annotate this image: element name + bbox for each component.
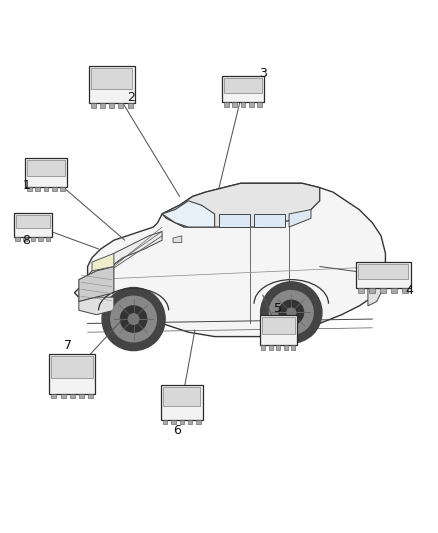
FancyBboxPatch shape <box>369 288 375 293</box>
FancyBboxPatch shape <box>225 78 262 93</box>
FancyBboxPatch shape <box>49 354 95 393</box>
Polygon shape <box>289 209 311 227</box>
FancyBboxPatch shape <box>259 314 297 345</box>
FancyBboxPatch shape <box>60 393 66 398</box>
Polygon shape <box>162 201 215 227</box>
FancyBboxPatch shape <box>31 237 35 241</box>
Circle shape <box>287 308 296 317</box>
FancyBboxPatch shape <box>44 187 48 191</box>
FancyBboxPatch shape <box>358 288 364 293</box>
FancyBboxPatch shape <box>100 103 105 108</box>
FancyBboxPatch shape <box>241 102 245 107</box>
Circle shape <box>111 296 156 342</box>
FancyBboxPatch shape <box>276 345 280 350</box>
Polygon shape <box>219 214 250 227</box>
Polygon shape <box>74 183 385 336</box>
Polygon shape <box>254 214 285 227</box>
Circle shape <box>269 290 313 334</box>
FancyBboxPatch shape <box>88 393 93 398</box>
FancyBboxPatch shape <box>23 237 27 241</box>
Polygon shape <box>162 183 320 227</box>
FancyBboxPatch shape <box>25 158 67 187</box>
FancyBboxPatch shape <box>291 345 295 350</box>
FancyBboxPatch shape <box>391 288 397 293</box>
FancyBboxPatch shape <box>51 393 57 398</box>
Circle shape <box>102 287 165 351</box>
Text: 7: 7 <box>64 339 72 352</box>
FancyBboxPatch shape <box>180 420 184 424</box>
Polygon shape <box>79 297 114 314</box>
FancyBboxPatch shape <box>52 356 93 378</box>
FancyBboxPatch shape <box>358 264 408 279</box>
Circle shape <box>120 306 147 332</box>
Polygon shape <box>368 271 385 306</box>
FancyBboxPatch shape <box>161 385 202 420</box>
Polygon shape <box>79 266 114 302</box>
FancyBboxPatch shape <box>27 187 32 191</box>
FancyBboxPatch shape <box>15 237 20 241</box>
FancyBboxPatch shape <box>88 66 135 103</box>
FancyBboxPatch shape <box>16 215 50 228</box>
FancyBboxPatch shape <box>163 387 201 406</box>
Text: 5: 5 <box>274 302 282 314</box>
Polygon shape <box>88 231 162 280</box>
FancyBboxPatch shape <box>262 317 295 334</box>
FancyBboxPatch shape <box>118 103 124 108</box>
FancyBboxPatch shape <box>188 420 192 424</box>
FancyBboxPatch shape <box>52 187 57 191</box>
FancyBboxPatch shape <box>39 237 42 241</box>
FancyBboxPatch shape <box>35 187 40 191</box>
FancyBboxPatch shape <box>91 103 96 108</box>
FancyBboxPatch shape <box>79 393 84 398</box>
FancyBboxPatch shape <box>109 103 114 108</box>
Circle shape <box>261 282 322 343</box>
FancyBboxPatch shape <box>14 213 52 237</box>
FancyBboxPatch shape <box>60 187 65 191</box>
FancyBboxPatch shape <box>91 68 132 89</box>
FancyBboxPatch shape <box>223 76 264 102</box>
Text: 1: 1 <box>22 179 30 192</box>
FancyBboxPatch shape <box>171 420 176 424</box>
FancyBboxPatch shape <box>233 102 237 107</box>
FancyBboxPatch shape <box>70 393 75 398</box>
FancyBboxPatch shape <box>258 102 262 107</box>
FancyBboxPatch shape <box>261 345 265 350</box>
Polygon shape <box>92 253 114 271</box>
FancyBboxPatch shape <box>268 345 273 350</box>
FancyBboxPatch shape <box>283 345 288 350</box>
Text: 2: 2 <box>127 91 135 104</box>
FancyBboxPatch shape <box>380 288 386 293</box>
FancyBboxPatch shape <box>224 102 229 107</box>
FancyBboxPatch shape <box>127 103 133 108</box>
Polygon shape <box>173 236 182 243</box>
Text: 4: 4 <box>406 284 413 297</box>
Circle shape <box>128 314 139 324</box>
FancyBboxPatch shape <box>163 420 167 424</box>
Circle shape <box>279 300 304 325</box>
FancyBboxPatch shape <box>249 102 254 107</box>
FancyBboxPatch shape <box>46 237 50 241</box>
Text: 6: 6 <box>173 424 181 437</box>
Text: 3: 3 <box>259 67 267 80</box>
FancyBboxPatch shape <box>27 160 64 176</box>
FancyBboxPatch shape <box>402 288 408 293</box>
FancyBboxPatch shape <box>196 420 201 424</box>
Text: 8: 8 <box>22 233 30 247</box>
FancyBboxPatch shape <box>356 262 411 288</box>
